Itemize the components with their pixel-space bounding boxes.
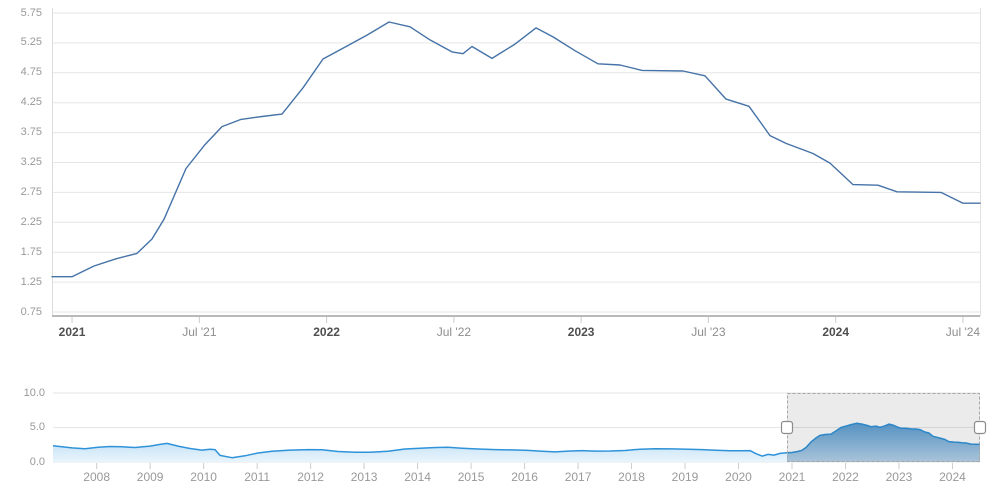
- main-y-axis-label: 1.25: [20, 275, 42, 288]
- navigator-selected-area[interactable]: [53, 423, 980, 462]
- navigator-year-label: 2024: [939, 470, 966, 484]
- main-x-axis-label: 2023: [567, 325, 595, 339]
- main-y-axis-label: 4.25: [20, 96, 42, 109]
- navigator-year-label: 2016: [511, 470, 538, 484]
- main-x-axis-label: 2021: [58, 325, 86, 339]
- main-y-axis-label: 2.25: [20, 215, 42, 228]
- main-y-axis-label: 2.75: [20, 185, 42, 198]
- navigator-y-axis-label: 5.0: [29, 421, 45, 433]
- navigator-year-label: 2013: [350, 470, 378, 484]
- navigator-year-label: 2014: [404, 470, 431, 484]
- main-x-ticks: [71, 317, 964, 323]
- navigator-year-label: 2023: [885, 470, 913, 484]
- navigator-year-label: 2010: [190, 470, 217, 484]
- navigator-year-label: 2020: [725, 470, 752, 484]
- navigator-line: [52, 422, 981, 459]
- main-series-line: [51, 21, 981, 278]
- navigator-x-ticks: [96, 463, 953, 469]
- main-y-axis-label: 3.25: [20, 156, 42, 168]
- navigator-year-label: 2019: [671, 470, 699, 484]
- main-x-axis-label: Jul '24: [945, 325, 981, 339]
- navigator-year-label: 2009: [136, 470, 164, 484]
- navigator-year-label: 2008: [83, 470, 110, 484]
- main-y-axis-label: 3.75: [20, 126, 42, 139]
- main-gridlines: [52, 12, 980, 313]
- main-plot-area[interactable]: [52, 8, 980, 316]
- navigator-year-label: 2012: [297, 470, 324, 484]
- main-y-axis-label: 0.75: [20, 305, 42, 318]
- navigator-y-axis-label: 0.0: [29, 455, 45, 468]
- navigator-year-label: 2011: [244, 470, 271, 484]
- main-x-axis-label: 2024: [822, 325, 850, 339]
- main-y-axis-label: 1.75: [20, 245, 42, 258]
- navigator-y-axis-label: 10.0: [23, 386, 45, 399]
- main-x-axis-label: Jul '21: [182, 325, 217, 339]
- navigator-handle-left[interactable]: [780, 420, 794, 435]
- main-y-axis-label: 4.75: [20, 66, 42, 79]
- navigator-selection-mask[interactable]: [786, 393, 980, 462]
- navigator-year-label: 2018: [618, 470, 645, 484]
- main-x-axis-label: Jul '23: [691, 325, 726, 339]
- navigator-year-label: 2021: [778, 470, 806, 484]
- main-y-axis-label: 5.75: [20, 6, 42, 19]
- main-y-axis-label: 5.25: [20, 36, 42, 49]
- navigator-handle-right[interactable]: [973, 420, 987, 435]
- navigator-year-label: 2015: [457, 470, 485, 484]
- navigator-year-label: 2017: [564, 470, 592, 484]
- navigator-area[interactable]: [53, 423, 980, 462]
- main-x-axis-label: Jul '22: [436, 325, 472, 339]
- main-x-axis-label: 2022: [313, 325, 340, 339]
- navigator-year-label: 2022: [832, 470, 859, 484]
